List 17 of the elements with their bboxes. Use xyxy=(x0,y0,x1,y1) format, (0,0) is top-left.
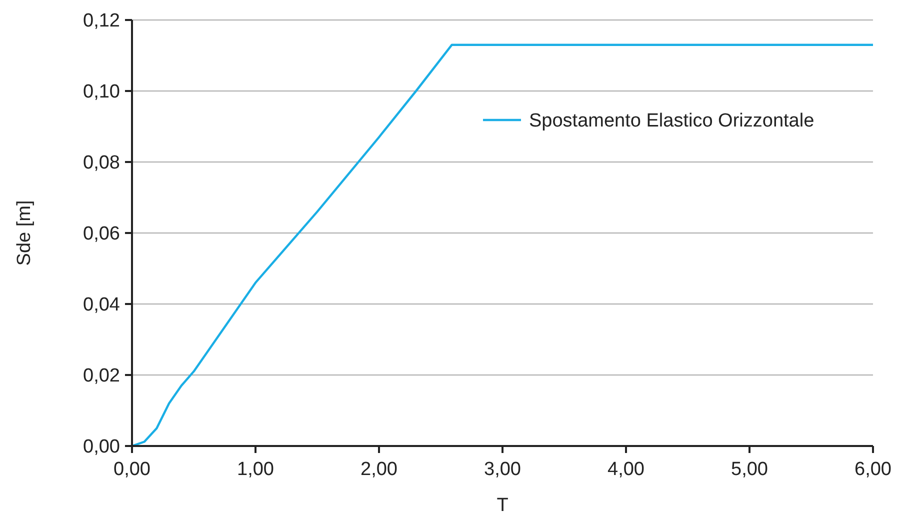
x-tick-label: 2,00 xyxy=(360,459,398,480)
y-axis-title: Sde [m] xyxy=(14,200,35,266)
x-tick-label: 3,00 xyxy=(484,459,521,480)
x-tick-label: 1,00 xyxy=(237,459,274,480)
y-tick-label: 0,02 xyxy=(83,366,120,387)
y-tick-label: 0,08 xyxy=(83,152,120,174)
y-tick-label: 0,10 xyxy=(83,82,120,103)
x-tick-label: 6,00 xyxy=(854,459,892,480)
y-tick-label: 0,04 xyxy=(83,294,120,316)
y-tick-label: 0,00 xyxy=(83,436,120,458)
x-tick-label: 0,00 xyxy=(114,459,150,480)
x-tick-label: 5,00 xyxy=(731,459,768,480)
x-axis-title: T xyxy=(496,495,509,515)
y-tick-label: 0,12 xyxy=(83,10,120,32)
x-tick-label: 4,00 xyxy=(608,459,644,480)
legend-label: Spostamento Elastico Orizzontale xyxy=(529,110,814,132)
y-tick-label: 0,06 xyxy=(83,224,120,245)
